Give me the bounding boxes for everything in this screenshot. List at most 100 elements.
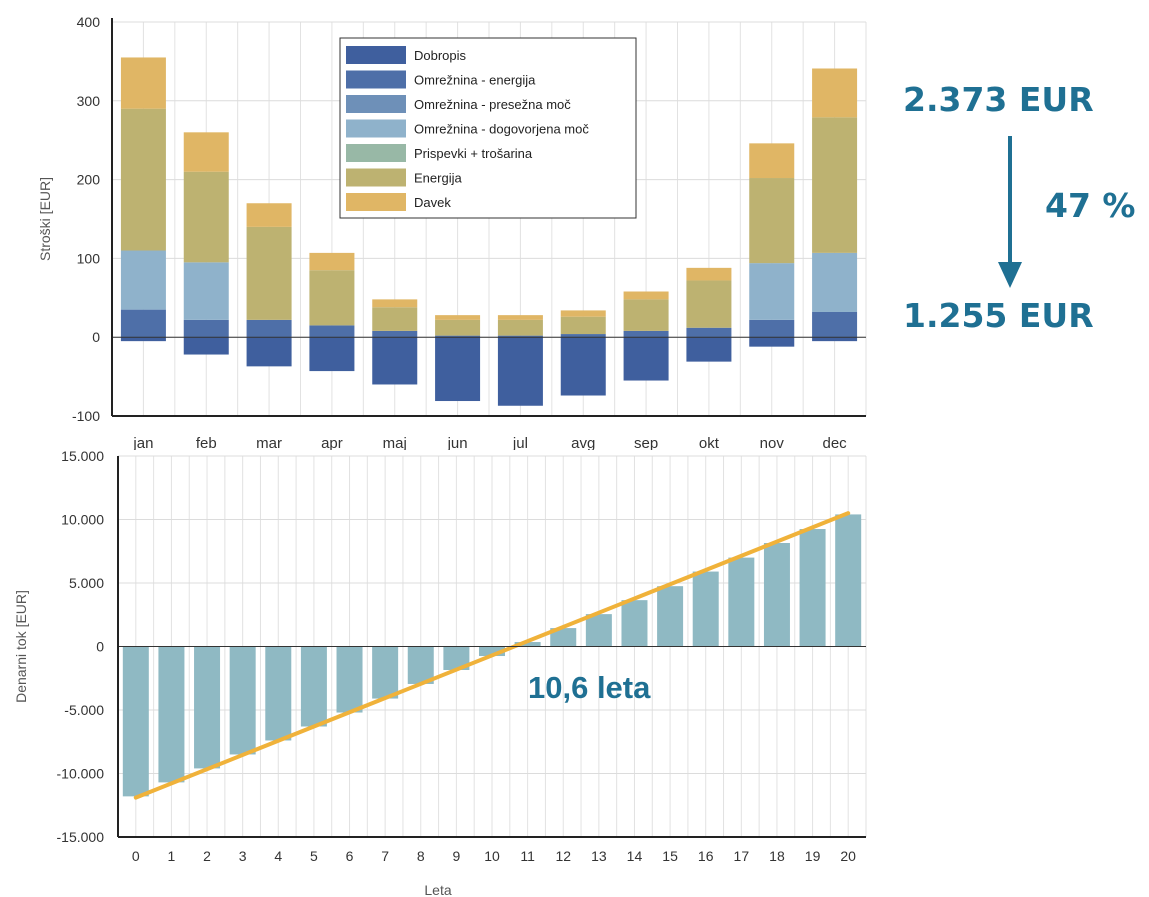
bar-mar-omre-nina-energija bbox=[246, 319, 292, 338]
break-even-trend-line bbox=[133, 511, 851, 800]
x-tick-label: 9 bbox=[452, 848, 460, 864]
bar-dec-omre-nina-dogovorjena-mo- bbox=[812, 252, 858, 312]
bar-year-15 bbox=[657, 586, 684, 647]
bar-jul-davek bbox=[497, 315, 543, 320]
x-tick-label: 12 bbox=[555, 848, 571, 864]
y-axis-label: Stroški [EUR] bbox=[37, 177, 53, 261]
bar-jan-omre-nina-energija bbox=[120, 309, 166, 338]
x-tick-label: 13 bbox=[591, 848, 607, 864]
bar-feb-energija bbox=[183, 171, 229, 263]
x-tick-label: nov bbox=[760, 435, 785, 450]
legend-swatch bbox=[346, 46, 406, 64]
x-tick-label: 1 bbox=[168, 848, 176, 864]
legend-swatch bbox=[346, 144, 406, 162]
legend-entry: Dobropis bbox=[414, 48, 467, 63]
x-tick-label: 4 bbox=[274, 848, 282, 864]
x-tick-label: feb bbox=[196, 435, 217, 450]
bar-sep-dobropis bbox=[623, 337, 669, 381]
bar-jul-energija bbox=[497, 319, 543, 336]
bar-avg-dobropis bbox=[560, 337, 606, 396]
legend-entry: Omrežnina - energija bbox=[414, 73, 536, 88]
legend-swatch bbox=[346, 119, 406, 138]
x-tick-label: 10 bbox=[484, 848, 500, 864]
bar-okt-omre-nina-energija bbox=[686, 327, 732, 338]
y-tick-label: 300 bbox=[77, 93, 101, 109]
bar-dec-dobropis bbox=[812, 337, 858, 342]
bar-year-17 bbox=[728, 557, 755, 647]
bar-apr-davek bbox=[309, 252, 355, 271]
x-tick-label: 15 bbox=[662, 848, 678, 864]
y-tick-label: -15.000 bbox=[57, 829, 105, 845]
bar-nov-omre-nina-energija bbox=[749, 319, 795, 338]
x-tick-label: 3 bbox=[239, 848, 247, 864]
y-tick-label: 10.000 bbox=[61, 512, 104, 528]
bar-dec-energija bbox=[812, 117, 858, 253]
y-tick-label: 0 bbox=[92, 329, 100, 345]
bar-mar-davek bbox=[246, 203, 292, 227]
bar-year-11 bbox=[514, 642, 541, 647]
cash-flow-chart: -15.000 -10.000 -5.000 0 5.000 10.000 15.000 De… bbox=[13, 450, 867, 897]
bar-jan-energija bbox=[120, 108, 166, 251]
bar-year-18 bbox=[763, 542, 790, 647]
legend-swatch bbox=[346, 95, 406, 113]
x-tick-label: dec bbox=[822, 435, 847, 450]
bar-jun-omre-nina-energija bbox=[435, 335, 481, 338]
x-tick-label: 14 bbox=[627, 848, 643, 864]
legend-entry: Davek bbox=[414, 195, 451, 210]
bar-dec-davek bbox=[812, 68, 858, 118]
x-tick-label: 0 bbox=[132, 848, 140, 864]
bar-year-19 bbox=[799, 529, 826, 647]
legend-swatch bbox=[346, 70, 406, 89]
bar-jun-energija bbox=[435, 319, 481, 336]
bar-sep-omre-nina-energija bbox=[623, 330, 669, 338]
legend-swatch bbox=[346, 168, 406, 187]
bar-okt-davek bbox=[686, 267, 732, 281]
x-tick-label: 19 bbox=[805, 848, 821, 864]
bar-maj-omre-nina-energija bbox=[372, 330, 418, 338]
bar-year-9 bbox=[443, 646, 470, 670]
bar-mar-energija bbox=[246, 226, 292, 320]
bar-nov-omre-nina-dogovorjena-mo- bbox=[749, 263, 795, 320]
legend-entry: Prispevki + trošarina bbox=[414, 146, 533, 161]
x-tick-label: okt bbox=[699, 435, 720, 450]
bar-apr-omre-nina-energija bbox=[309, 325, 355, 338]
bar-maj-energija bbox=[372, 307, 418, 331]
break-even-annotation: 10,6 leta bbox=[528, 670, 651, 705]
bar-jul-omre-nina-energija bbox=[497, 335, 543, 338]
bar-jan-davek bbox=[120, 57, 166, 109]
x-tick-label: 11 bbox=[520, 848, 535, 864]
x-tick-label: 6 bbox=[346, 848, 354, 864]
bar-year-8 bbox=[407, 646, 434, 684]
bar-nov-davek bbox=[749, 143, 795, 179]
x-tick-label: jun bbox=[447, 435, 468, 450]
bar-apr-energija bbox=[309, 270, 355, 326]
x-tick-label: avg bbox=[571, 435, 595, 450]
bar-feb-omre-nina-energija bbox=[183, 319, 229, 338]
bar-nov-energija bbox=[749, 178, 795, 264]
y-tick-label: -5.000 bbox=[64, 702, 104, 718]
x-tick-label: 5 bbox=[310, 848, 318, 864]
bar-feb-omre-nina-dogovorjena-mo- bbox=[183, 262, 229, 320]
bar-year-12 bbox=[550, 628, 577, 647]
bar-dec-omre-nina-energija bbox=[812, 311, 858, 338]
y-tick-label: 400 bbox=[77, 14, 101, 30]
bar-apr-dobropis bbox=[309, 337, 355, 372]
bar-avg-energija bbox=[560, 316, 606, 335]
x-tick-label: 7 bbox=[381, 848, 389, 864]
bar-year-3 bbox=[229, 646, 256, 755]
y-axis-label: Denarni tok [EUR] bbox=[13, 590, 29, 703]
x-tick-label: 8 bbox=[417, 848, 425, 864]
legend-entry: Omrežnina - presežna moč bbox=[414, 97, 571, 112]
bar-mar-dobropis bbox=[246, 337, 292, 367]
x-tick-label: maj bbox=[383, 435, 407, 450]
bar-year-2 bbox=[194, 646, 221, 769]
bar-year-5 bbox=[300, 646, 327, 727]
x-tick-label: 2 bbox=[203, 848, 211, 864]
bar-jun-dobropis bbox=[435, 337, 481, 402]
monthly-costs-chart: -100 0 100 200 300 400 Stroški [EUR] jan feb mar a… bbox=[37, 14, 867, 450]
down-arrow-icon bbox=[998, 136, 1022, 288]
x-axis-label: Leta bbox=[424, 882, 451, 897]
bar-jun-davek bbox=[435, 315, 481, 320]
bar-jan-omre-nina-dogovorjena-mo- bbox=[120, 250, 166, 310]
